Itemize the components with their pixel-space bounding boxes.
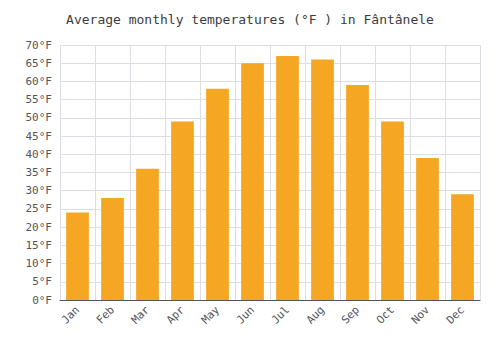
- svg-text:Oct: Oct: [374, 303, 397, 326]
- svg-text:50°F: 50°F: [26, 111, 53, 124]
- svg-text:45°F: 45°F: [26, 130, 53, 143]
- svg-text:Average monthly temperatures (: Average monthly temperatures (°F ) in Fâ…: [66, 12, 434, 27]
- svg-text:Nov: Nov: [409, 303, 432, 326]
- svg-text:15°F: 15°F: [26, 239, 53, 252]
- svg-text:25°F: 25°F: [26, 202, 53, 215]
- svg-text:10°F: 10°F: [26, 257, 53, 270]
- svg-text:Sep: Sep: [339, 303, 362, 326]
- svg-text:70°F: 70°F: [26, 39, 53, 52]
- svg-text:Jan: Jan: [59, 303, 82, 326]
- svg-text:20°F: 20°F: [26, 221, 53, 234]
- svg-text:5°F: 5°F: [32, 275, 52, 288]
- svg-text:May: May: [199, 303, 222, 326]
- svg-text:40°F: 40°F: [26, 148, 53, 161]
- svg-text:Feb: Feb: [94, 303, 117, 326]
- svg-text:Jul: Jul: [269, 303, 292, 326]
- svg-text:30°F: 30°F: [26, 184, 53, 197]
- svg-text:35°F: 35°F: [26, 166, 53, 179]
- svg-text:55°F: 55°F: [26, 93, 53, 106]
- svg-text:Dec: Dec: [444, 303, 467, 326]
- svg-text:65°F: 65°F: [26, 57, 53, 70]
- svg-text:Jun: Jun: [234, 303, 257, 326]
- svg-text:60°F: 60°F: [26, 75, 53, 88]
- svg-text:Aug: Aug: [304, 303, 327, 326]
- svg-text:Apr: Apr: [164, 303, 187, 326]
- svg-text:0°F: 0°F: [32, 294, 52, 307]
- svg-text:Mar: Mar: [129, 303, 152, 326]
